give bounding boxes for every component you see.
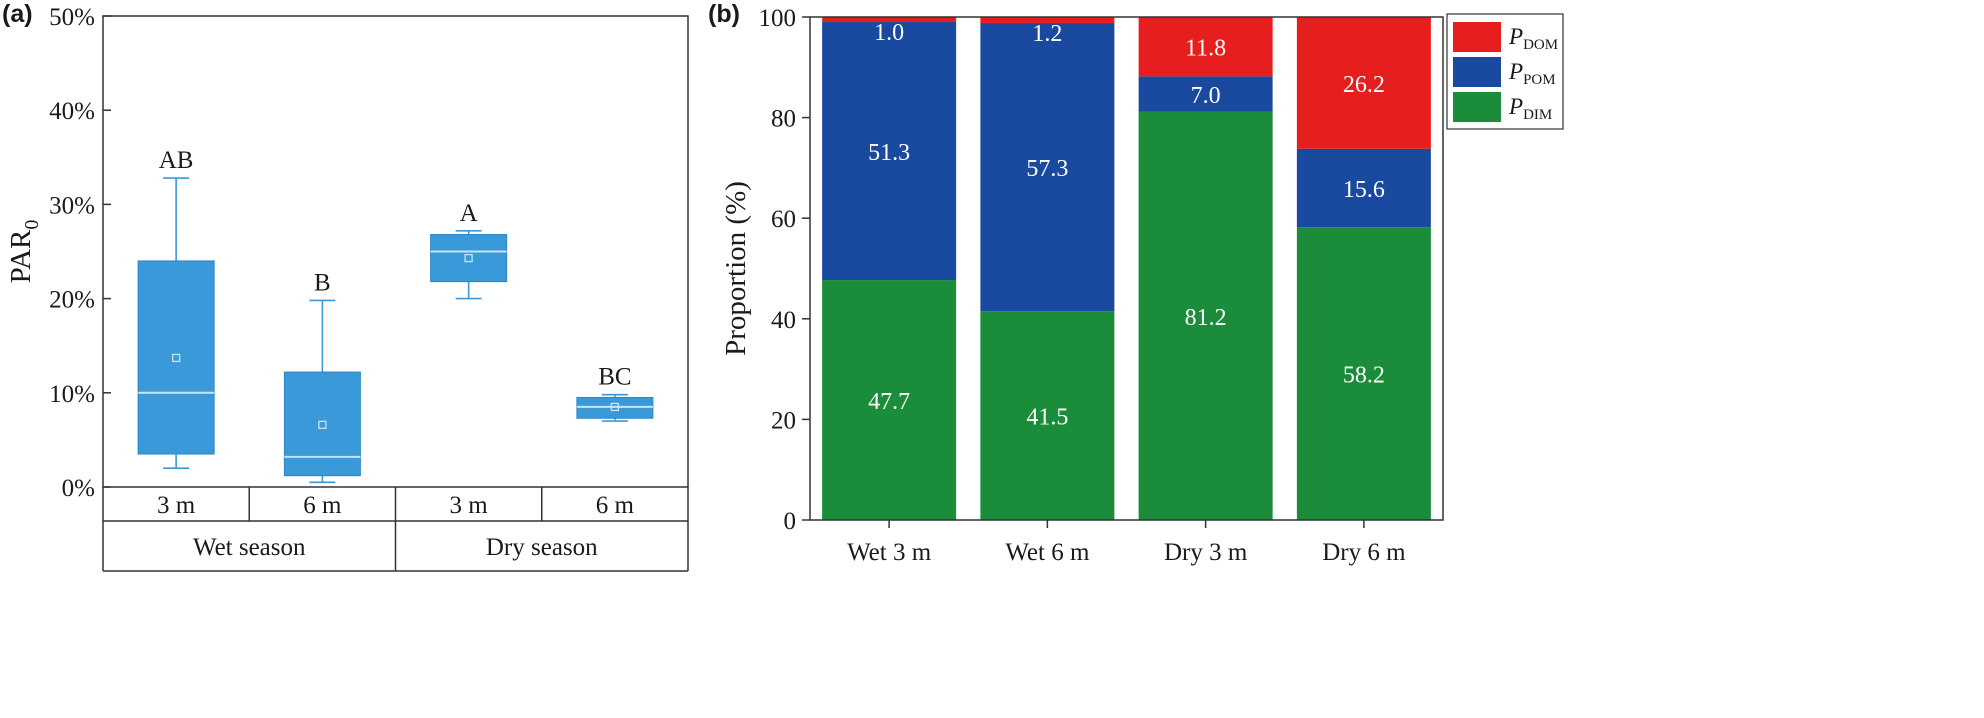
bar-value-label: 41.5 <box>1026 405 1068 431</box>
y-tick-label: 100 <box>759 5 797 32</box>
bar-value-label: 57.3 <box>1026 156 1068 182</box>
legend-swatch-pom <box>1453 57 1501 87</box>
y-axis-title-text: PAR <box>5 229 37 283</box>
legend-label-main: P <box>1508 24 1523 49</box>
season-label: Dry season <box>486 534 598 561</box>
legend-swatch-dim <box>1453 92 1501 122</box>
box-iqr <box>430 234 508 283</box>
y-tick-label: 20% <box>49 287 95 314</box>
significance-letter: AB <box>159 147 194 174</box>
legend-label-subscript: DOM <box>1523 37 1558 53</box>
y-tick-label: 0% <box>62 475 95 502</box>
y-tick-label: 40% <box>49 98 95 125</box>
mean-marker <box>610 402 620 412</box>
legend-label-dim: PDIM <box>1508 94 1552 123</box>
bar-value-label: 51.3 <box>868 140 910 166</box>
panel-b-frame <box>809 16 1444 521</box>
bar-value-label: 58.2 <box>1343 363 1385 389</box>
bar-group-4: 58.2 15.6 26.2 Dry 6 m <box>1296 17 1431 566</box>
bar-group-3: 81.2 7.0 11.8 Dry 3 m <box>1138 17 1273 566</box>
x-tick-label: Dry 6 m <box>1322 539 1406 566</box>
depth-label: 6 m <box>303 492 342 519</box>
box-iqr <box>283 371 361 477</box>
bar-segment-pom <box>1296 148 1431 228</box>
bar-segment-dom <box>1296 17 1431 149</box>
bar-segment-dom <box>1138 17 1273 77</box>
box-1: AB <box>137 147 215 469</box>
bar-segment-pom <box>822 22 957 281</box>
bar-segment-dim <box>1296 227 1431 520</box>
bar-value-label: 81.2 <box>1185 305 1227 331</box>
y-axis-title-subscript: 0 <box>21 220 43 230</box>
panel-a: (a) 0% 10% 20% 30% 40% 50% PAR0 AB B A BC 3 m 6 m Wet … <box>2 0 689 572</box>
season-label: Wet season <box>193 534 306 561</box>
bar-segment-pom <box>1138 76 1273 112</box>
panel-b: (b) 47.7 51.3 1.0 Wet 3 m 41.5 57.3 1.2 Wet 6 m 8… <box>708 0 1564 566</box>
y-tick-label: 10% <box>49 381 95 408</box>
bar-value-label: 1.0 <box>874 20 904 46</box>
bar-group-1: 47.7 51.3 1.0 Wet 3 m <box>822 17 957 566</box>
y-tick-label: 60 <box>771 206 796 233</box>
bar-value-label: 1.2 <box>1032 21 1062 47</box>
box-2: B <box>283 269 361 484</box>
depth-label: 6 m <box>596 492 635 519</box>
legend-label-main: P <box>1508 94 1523 119</box>
bar-group-2: 41.5 57.3 1.2 Wet 6 m <box>980 17 1115 566</box>
y-tick-label: 50% <box>49 4 95 31</box>
bar-segment-dom <box>822 17 957 23</box>
x-tick-label: Wet 3 m <box>847 539 932 566</box>
bar-value-label: 47.7 <box>868 389 910 415</box>
bar-segment-pom <box>980 23 1115 312</box>
panel-a-label: (a) <box>2 0 33 28</box>
bar-segment-dim <box>1138 111 1273 521</box>
y-tick-label: 30% <box>49 192 95 219</box>
mean-marker <box>171 353 181 363</box>
significance-letter: B <box>314 269 331 296</box>
y-axis-title: Proportion (%) <box>720 181 752 356</box>
y-tick-label: 20 <box>771 407 796 434</box>
depth-label: 3 m <box>450 492 489 519</box>
bar-value-label: 11.8 <box>1185 36 1226 62</box>
depth-label: 3 m <box>157 492 196 519</box>
legend-swatch-dom <box>1453 22 1501 52</box>
x-tick-label: Dry 3 m <box>1164 539 1248 566</box>
bar-segment-dom <box>980 17 1115 24</box>
legend-label-subscript: POM <box>1523 72 1556 88</box>
box-3: A <box>430 200 508 300</box>
y-tick-label: 80 <box>771 106 796 133</box>
panel-b-label: (b) <box>708 0 740 28</box>
bar-value-label: 15.6 <box>1343 177 1385 203</box>
y-tick-label: 0 <box>784 508 797 535</box>
legend-label-pom: PPOM <box>1508 59 1556 88</box>
legend-label-subscript: DIM <box>1523 107 1552 123</box>
legend-label-main: P <box>1508 59 1523 84</box>
significance-letter: BC <box>598 364 631 391</box>
mean-marker <box>464 253 473 263</box>
bar-segment-dim <box>980 311 1115 520</box>
bar-value-label: 7.0 <box>1191 83 1221 109</box>
y-axis-title: PAR0 <box>5 220 43 284</box>
x-tick-label: Wet 6 m <box>1005 539 1090 566</box>
significance-letter: A <box>460 200 478 227</box>
bar-segment-dim <box>822 280 957 520</box>
category-table: 3 m 6 m Wet season 3 m 6 m Dry season <box>102 487 689 572</box>
box-4: BC <box>576 364 654 422</box>
box-iqr <box>137 260 215 455</box>
bar-value-label: 26.2 <box>1343 72 1385 98</box>
y-tick-label: 40 <box>771 307 796 334</box>
legend-label-dom: PDOM <box>1508 24 1558 53</box>
mean-marker <box>318 420 327 429</box>
